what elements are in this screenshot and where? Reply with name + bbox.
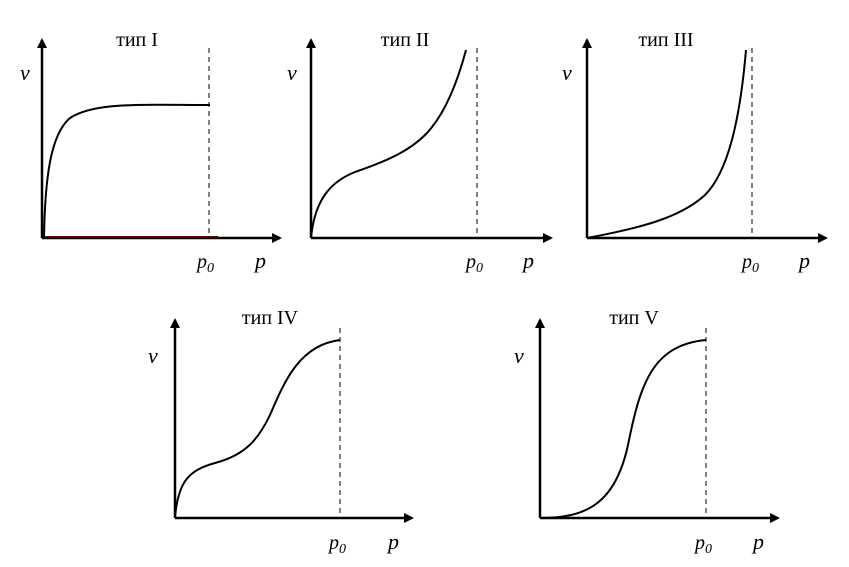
- y-axis-label: v: [20, 60, 30, 85]
- panel-type-4: тип IV v p0 p: [148, 307, 414, 557]
- panel-type-2: тип II v p0 p: [287, 29, 553, 276]
- p0-label: p0: [327, 532, 346, 557]
- p0-label: p0: [195, 251, 214, 276]
- p0-label: p0: [740, 251, 759, 276]
- panel-title: тип I: [116, 29, 158, 51]
- y-axis-label: v: [148, 343, 158, 368]
- x-axis-label: p: [797, 248, 810, 273]
- panel-title: тип IV: [242, 307, 299, 329]
- panel-type-1: тип I v p0 p: [20, 29, 282, 276]
- isotherm-curve: [310, 49, 467, 239]
- panel-title: тип III: [638, 29, 693, 51]
- y-axis-label: v: [287, 60, 297, 85]
- panel-title: тип II: [381, 29, 429, 51]
- panel-type-5: тип V v p0 p: [514, 307, 780, 557]
- isotherm-curve: [43, 103, 211, 239]
- p0-label: p0: [693, 532, 712, 557]
- y-axis-label: v: [562, 60, 572, 85]
- x-axis-label: p: [386, 529, 399, 554]
- isotherm-curve: [174, 339, 341, 519]
- p0-label: p0: [464, 251, 483, 276]
- panel-title: тип V: [609, 307, 659, 329]
- x-axis-label: p: [253, 248, 266, 273]
- isotherm-curve: [539, 339, 707, 519]
- y-axis-label: v: [514, 343, 524, 368]
- isotherm-curve: [586, 49, 747, 239]
- panel-type-3: тип III v p0 p: [562, 29, 828, 276]
- x-axis-label: p: [751, 529, 764, 554]
- x-axis-label: p: [521, 248, 534, 273]
